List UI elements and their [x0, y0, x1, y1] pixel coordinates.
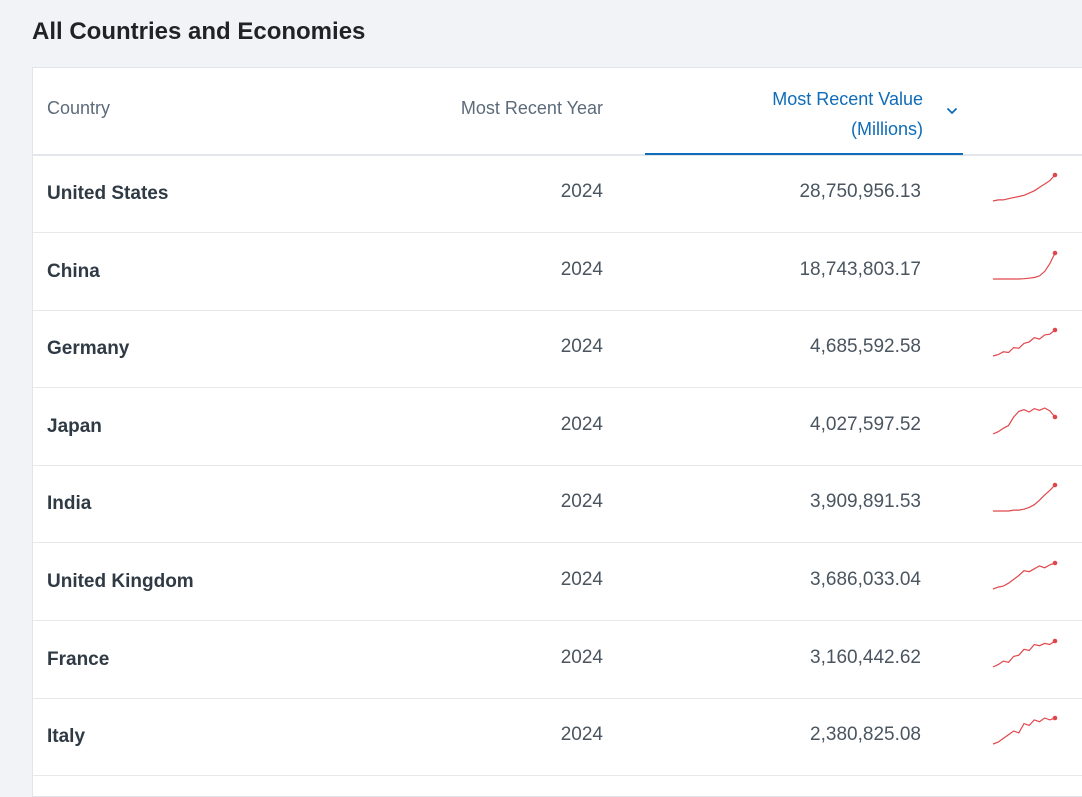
most-recent-year: 2024 — [560, 724, 603, 746]
sparkline-path — [993, 252, 1056, 280]
most-recent-value: 2,380,825.08 — [810, 724, 921, 746]
country-name[interactable]: United Kingdom — [47, 571, 194, 592]
most-recent-value: 3,160,442.62 — [810, 646, 921, 668]
sparkline-latest-point — [1052, 172, 1058, 178]
sparkline-latest-point — [1052, 414, 1058, 420]
trend-sparkline — [992, 715, 1058, 745]
table-row[interactable]: Italy 2024 2,380,825.08 — [33, 698, 1082, 777]
sparkline-latest-point — [1052, 560, 1058, 566]
country-name[interactable]: United States — [47, 183, 169, 204]
countries-table: Country Most Recent Year Most Recent Val… — [32, 67, 1082, 797]
most-recent-year: 2024 — [560, 569, 603, 590]
table-row[interactable]: China 2024 18,743,803.17 — [33, 233, 1082, 311]
most-recent-year: 2024 — [560, 336, 603, 358]
most-recent-value: 3,686,033.04 — [810, 569, 921, 590]
trend-sparkline — [993, 250, 1058, 280]
trend-sparkline — [993, 483, 1058, 512]
most-recent-year: 2024 — [560, 258, 603, 280]
column-header-year[interactable]: Most Recent Year — [460, 98, 603, 118]
sparkline-path — [992, 562, 1056, 590]
table-row[interactable]: France 2024 3,160,442.62 — [33, 621, 1082, 699]
trend-sparkline — [992, 172, 1058, 202]
most-recent-year: 2024 — [560, 491, 603, 513]
column-header-value-line1: Most Recent Value — [772, 89, 923, 109]
sparkline-latest-point — [1052, 483, 1058, 488]
country-name[interactable]: China — [47, 260, 100, 282]
most-recent-value: 4,027,597.52 — [810, 413, 921, 435]
table-header: Country Most Recent Year Most Recent Val… — [33, 68, 1082, 156]
sparkline-path — [992, 174, 1056, 202]
trend-sparkline — [992, 638, 1058, 668]
sparkline-latest-point — [1052, 250, 1058, 255]
country-name[interactable]: India — [47, 493, 92, 515]
most-recent-value: 28,750,956.13 — [799, 181, 921, 202]
column-header-value-label: Most Recent Value (Millions) — [772, 84, 923, 144]
most-recent-year: 2024 — [560, 181, 603, 202]
most-recent-value: 18,743,803.17 — [799, 258, 921, 280]
table-row[interactable]: United Kingdom 2024 3,686,033.04 — [33, 543, 1082, 621]
table-row[interactable]: Japan 2024 4,027,597.52 — [33, 388, 1082, 466]
most-recent-value: 3,909,891.53 — [810, 491, 921, 513]
column-header-value[interactable]: Most Recent Value (Millions) — [645, 68, 963, 154]
country-name[interactable]: Italy — [47, 726, 86, 748]
chevron-down-icon[interactable] — [945, 104, 959, 118]
trend-sparkline — [992, 327, 1058, 357]
column-header-value-line2: (Millions) — [851, 119, 923, 139]
most-recent-year: 2024 — [560, 413, 603, 435]
sparkline-path — [993, 484, 1056, 512]
sparkline-path — [992, 717, 1056, 745]
table-row[interactable]: India 2024 3,909,891.53 — [33, 465, 1082, 544]
sparkline-latest-point — [1052, 715, 1058, 721]
most-recent-year: 2024 — [560, 646, 603, 668]
column-header-country[interactable]: Country — [47, 98, 111, 118]
table-row[interactable]: Germany 2024 4,685,592.58 — [33, 310, 1082, 389]
country-name[interactable]: Japan — [47, 415, 102, 437]
trend-sparkline — [992, 407, 1058, 435]
country-name[interactable]: Germany — [47, 338, 130, 360]
page-title: All Countries and Economies — [32, 18, 366, 45]
most-recent-value: 4,685,592.58 — [810, 336, 921, 358]
sparkline-latest-point — [1052, 638, 1058, 643]
sparkline-path — [992, 407, 1056, 435]
country-name[interactable]: France — [47, 648, 110, 670]
sparkline-latest-point — [1052, 327, 1058, 333]
trend-sparkline — [992, 560, 1058, 590]
sparkline-path — [992, 329, 1056, 357]
sparkline-path — [992, 640, 1056, 668]
sort-active-indicator — [645, 153, 963, 155]
table-row[interactable]: United States 2024 28,750,956.13 — [33, 155, 1082, 233]
